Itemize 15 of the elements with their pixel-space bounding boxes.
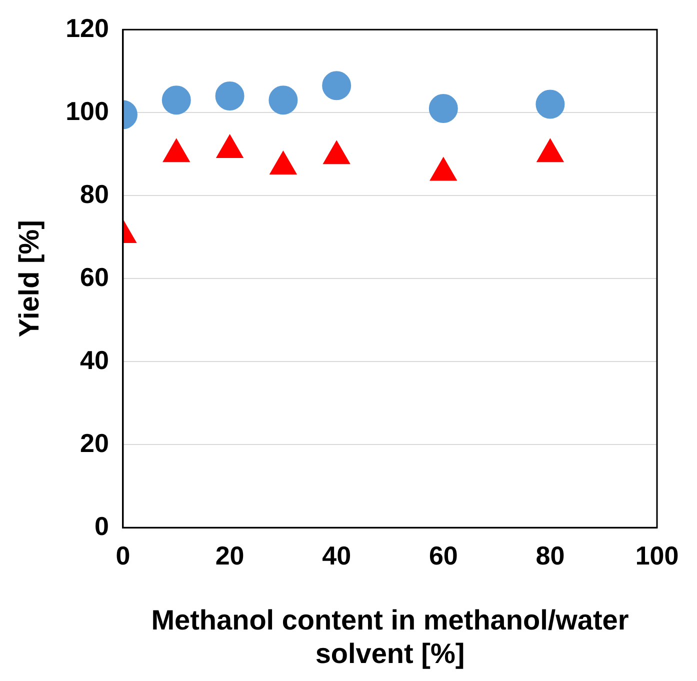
x-axis-title: Methanol content in methanol/water solvent [%] — [151, 604, 629, 669]
x-tick-label: 100 — [635, 540, 679, 570]
x-tick-label: 20 — [215, 540, 244, 570]
y-tick-label: 20 — [80, 428, 109, 458]
y-tick-label: 0 — [94, 510, 109, 541]
y-tick-label: 100 — [66, 96, 109, 126]
x-tick-label: 0 — [116, 540, 130, 570]
y-tick-label: 120 — [66, 12, 109, 43]
y-tick-label: 80 — [80, 178, 109, 209]
y-tick-label: 40 — [80, 344, 109, 375]
y-axis-title: Yield [%] — [14, 220, 45, 338]
x-tick-label: 40 — [322, 540, 352, 570]
x-tick-label: 60 — [428, 540, 458, 570]
y-tick-label: 60 — [80, 262, 109, 292]
x-tick-label: 80 — [536, 540, 565, 570]
